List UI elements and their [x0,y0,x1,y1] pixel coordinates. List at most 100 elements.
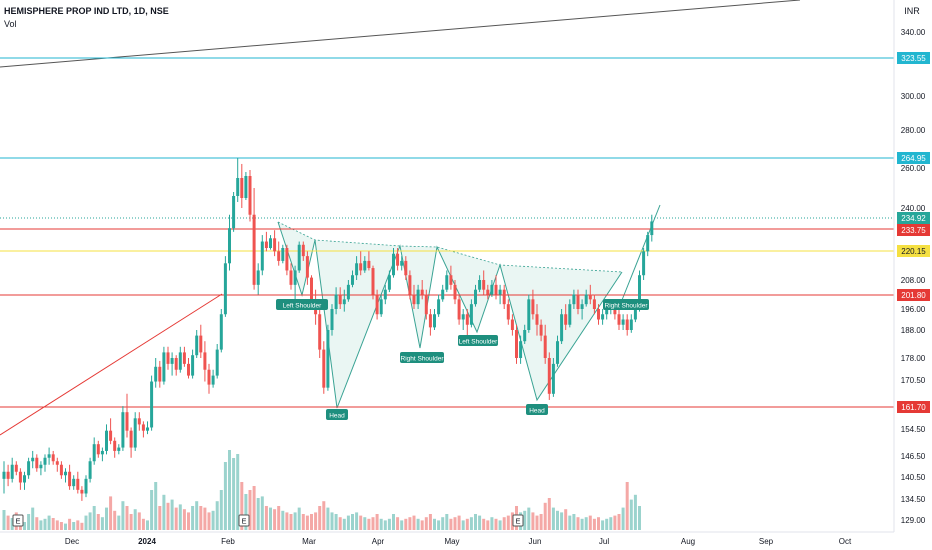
volume-bar [133,509,137,530]
volume-bar [80,522,84,530]
candle [59,461,63,479]
candle [342,289,346,312]
candle [72,475,76,490]
volume-bar [27,514,31,530]
volume-bar [527,507,531,530]
candle [219,309,223,353]
volume-bar [560,512,564,530]
earnings-marker[interactable]: E [512,514,524,527]
candle [293,265,297,300]
volume-bar [605,518,609,530]
candle [334,287,338,315]
volume-bar [330,512,334,530]
candle [39,461,43,476]
x-tick-label: Aug [681,537,695,546]
candle [490,280,494,297]
volume-bars [2,450,641,530]
candle [461,309,465,330]
candle [474,284,477,307]
pattern-outline [277,221,623,409]
candle [236,158,240,202]
volume-bar [232,458,236,530]
volume-bar [47,515,51,530]
y-tick-label: 170.50 [901,376,926,385]
volume-bar [223,462,227,530]
volume-bar [109,496,113,530]
price-labels: 323.55 264.95 234.92 233.75 220.15 201.80 161.… [897,52,930,413]
volume-bar [23,522,26,530]
time-axis[interactable]: Dec 2024 Feb Mar Apr May Jun Jul Aug Sep Oct [65,537,852,546]
candle [23,471,26,490]
candle [568,299,572,328]
price-label: 323.55 [897,52,930,64]
candle [617,309,621,330]
candle [187,358,190,379]
candle [146,421,149,435]
volume-bar [371,517,375,530]
candle [232,192,236,232]
volume-bar [498,520,502,530]
svg-text:233.75: 233.75 [901,226,926,235]
volume-bar [260,496,264,530]
candle [228,214,231,271]
volume-bar [326,507,330,530]
y-tick-label: 300.00 [901,92,926,101]
volume-bar [453,517,457,530]
volume-bar [334,514,338,530]
volume-bar [59,522,63,530]
candle [416,284,420,309]
candle [170,352,174,376]
candle [207,363,211,394]
candle [154,358,158,388]
price-label: 233.75 [897,224,930,236]
earnings-marker[interactable]: E [238,514,250,527]
candle [150,375,154,431]
candle [51,450,55,465]
neckline [277,221,623,273]
trend-lines [0,0,801,436]
long-trend-line [0,0,801,68]
candle [100,447,104,462]
candle [502,284,506,309]
volume-bar [568,515,572,530]
volume-bar [100,517,104,530]
earnings-marker[interactable]: E [12,514,24,527]
candle [121,406,125,451]
candle [338,287,342,309]
candle [625,314,629,336]
volume-bar [441,517,445,530]
volume-bar [293,512,297,530]
volume-bar [191,506,195,530]
candle [387,270,391,293]
x-tick-label: May [444,537,459,546]
candle [2,461,6,494]
volume-bar [10,518,14,530]
volume-bar [166,502,170,530]
candle [211,369,215,388]
volume-bar [408,517,412,530]
candle [412,284,416,309]
candle [441,284,445,302]
pattern-label: Right Shoulder [603,299,649,310]
volume-bar [461,520,465,530]
volume-bar [588,515,592,530]
volume-bar [437,520,441,530]
volume-bar [252,486,256,530]
candle [96,440,100,458]
svg-text:161.70: 161.70 [901,403,926,412]
volume-bar [465,518,469,530]
candle [297,241,301,273]
volume-bar [338,517,342,530]
candle [162,346,166,385]
y-tick-label: 129.00 [901,516,926,525]
volume-bar [281,510,285,530]
volume-bar [638,506,641,530]
y-tick-label: 178.00 [901,354,926,363]
volume-bar [2,510,6,530]
volume-bar [404,518,408,530]
volume-bar [613,515,617,530]
candle [318,309,322,358]
svg-text:Left Shoulder: Left Shoulder [459,339,499,346]
svg-text:E: E [515,517,520,526]
